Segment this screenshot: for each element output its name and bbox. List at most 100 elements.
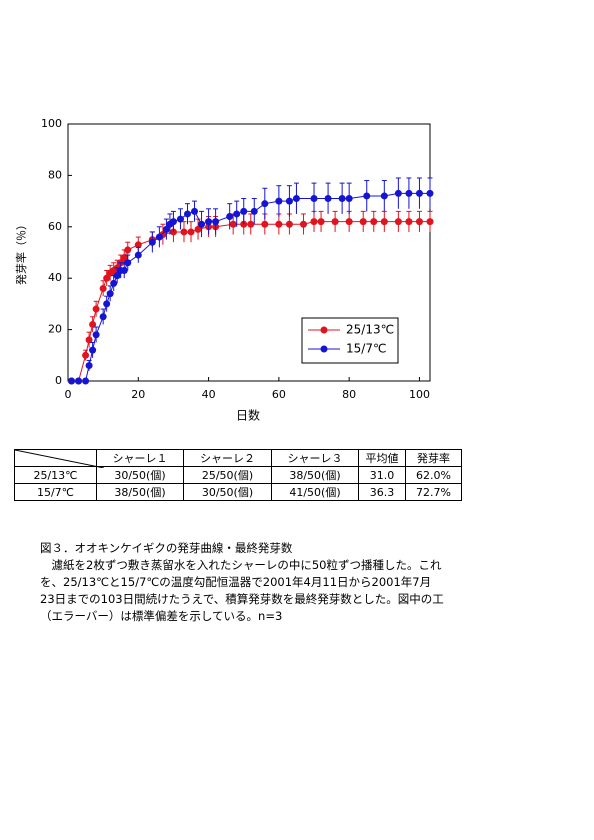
table-cell: 25/13℃	[14, 466, 97, 484]
table-cell: 15/7℃	[14, 483, 97, 501]
data-point	[380, 192, 388, 200]
data-point	[99, 284, 107, 292]
data-point	[169, 218, 177, 226]
table-row: 15/7℃ 38/50(個) 30/50(個) 41/50(個) 36.3 72.7%	[14, 483, 462, 501]
data-point	[110, 279, 118, 287]
x-tick-label: 40	[202, 388, 216, 401]
data-point	[89, 346, 97, 354]
data-point	[299, 220, 307, 228]
y-tick-label: 0	[55, 374, 62, 387]
data-point	[292, 195, 300, 203]
table-cell: 72.7%	[405, 483, 462, 501]
legend-label: 25/13℃	[346, 323, 394, 337]
data-point	[310, 218, 318, 226]
data-point	[261, 200, 269, 208]
data-point	[120, 266, 128, 274]
data-point	[103, 274, 111, 282]
data-point	[162, 225, 170, 233]
plot-frame	[67, 123, 431, 382]
data-point	[89, 320, 97, 328]
data-point	[148, 238, 156, 246]
data-point	[247, 220, 255, 228]
data-point	[275, 220, 283, 228]
data-point	[187, 228, 195, 236]
data-point	[426, 218, 434, 226]
data-point	[92, 331, 100, 339]
data-point	[92, 305, 100, 313]
data-point	[198, 220, 206, 228]
data-table: シャーレ１ シャーレ２ シャーレ３ 平均値 発芽率 25/13℃ 30/50(個) 25/5…	[14, 449, 462, 501]
data-point	[324, 195, 332, 203]
data-point	[85, 336, 93, 344]
caption-line: 23日までの103日間続けたうえで、積算発芽数を最終発芽数とした。図中の工	[40, 592, 444, 606]
data-point	[359, 218, 367, 226]
data-point	[134, 251, 142, 259]
data-point	[205, 218, 213, 226]
y-tick-label: 40	[48, 271, 62, 284]
corner-cell	[14, 449, 104, 468]
y-tick-label: 80	[48, 168, 62, 181]
table-cell: 30/50(個)	[96, 466, 184, 484]
data-point	[212, 218, 220, 226]
header-cell: シャーレ３	[271, 449, 359, 467]
data-point	[380, 218, 388, 226]
x-tick-label: 0	[65, 388, 72, 401]
data-point	[75, 377, 83, 385]
data-point	[345, 195, 353, 203]
data-point	[176, 215, 184, 223]
data-point	[240, 207, 248, 215]
x-axis-label: 日数	[236, 408, 260, 423]
table-cell: 62.0%	[405, 466, 462, 484]
data-point	[99, 313, 107, 321]
x-tick-label: 20	[131, 388, 145, 401]
data-point	[363, 192, 371, 200]
data-point	[370, 218, 378, 226]
data-point	[405, 189, 413, 197]
data-point	[155, 233, 163, 241]
legend-box	[301, 317, 399, 364]
chart: 日数 発芽率（％） 0 20 40 60 80 100 0 20 40 60 80 100 25/13℃…	[14, 117, 434, 423]
data-point	[405, 218, 413, 226]
data-point	[85, 362, 93, 370]
data-point	[113, 272, 121, 280]
header-cell: シャーレ２	[183, 449, 272, 467]
data-point	[275, 197, 283, 205]
diagonal	[15, 450, 104, 468]
data-point	[285, 220, 293, 228]
y-tick-label: 60	[48, 220, 62, 233]
data-point	[106, 290, 114, 298]
data-point	[82, 351, 90, 359]
data-point	[261, 220, 269, 228]
data-point	[415, 218, 423, 226]
data-point	[310, 195, 318, 203]
y-tick-label: 100	[41, 117, 62, 130]
data-point	[250, 207, 258, 215]
data-point	[415, 189, 423, 197]
data-point	[331, 218, 339, 226]
data-point	[124, 246, 132, 254]
data-point	[233, 210, 241, 218]
table-header-row: シャーレ１ シャーレ２ シャーレ３ 平均値 発芽率	[14, 449, 462, 468]
data-point	[394, 218, 402, 226]
legend-marker	[320, 326, 328, 334]
data-point	[180, 228, 188, 236]
data-point	[124, 259, 132, 267]
data-point	[345, 218, 353, 226]
header-cell: 発芽率	[405, 449, 462, 467]
table-cell: 31.0	[358, 466, 406, 484]
y-tick-label: 20	[48, 323, 62, 336]
data-point	[285, 197, 293, 205]
data-point	[394, 189, 402, 197]
data-point	[229, 220, 237, 228]
legend-marker	[320, 345, 328, 353]
table-cell: 25/50(個)	[183, 466, 272, 484]
data-point	[338, 195, 346, 203]
table-cell: 30/50(個)	[183, 483, 272, 501]
data-point	[120, 254, 128, 262]
table-cell: 36.3	[358, 483, 406, 501]
data-point	[183, 210, 191, 218]
data-point	[426, 189, 434, 197]
data-point	[82, 377, 90, 385]
data-point	[134, 241, 142, 249]
